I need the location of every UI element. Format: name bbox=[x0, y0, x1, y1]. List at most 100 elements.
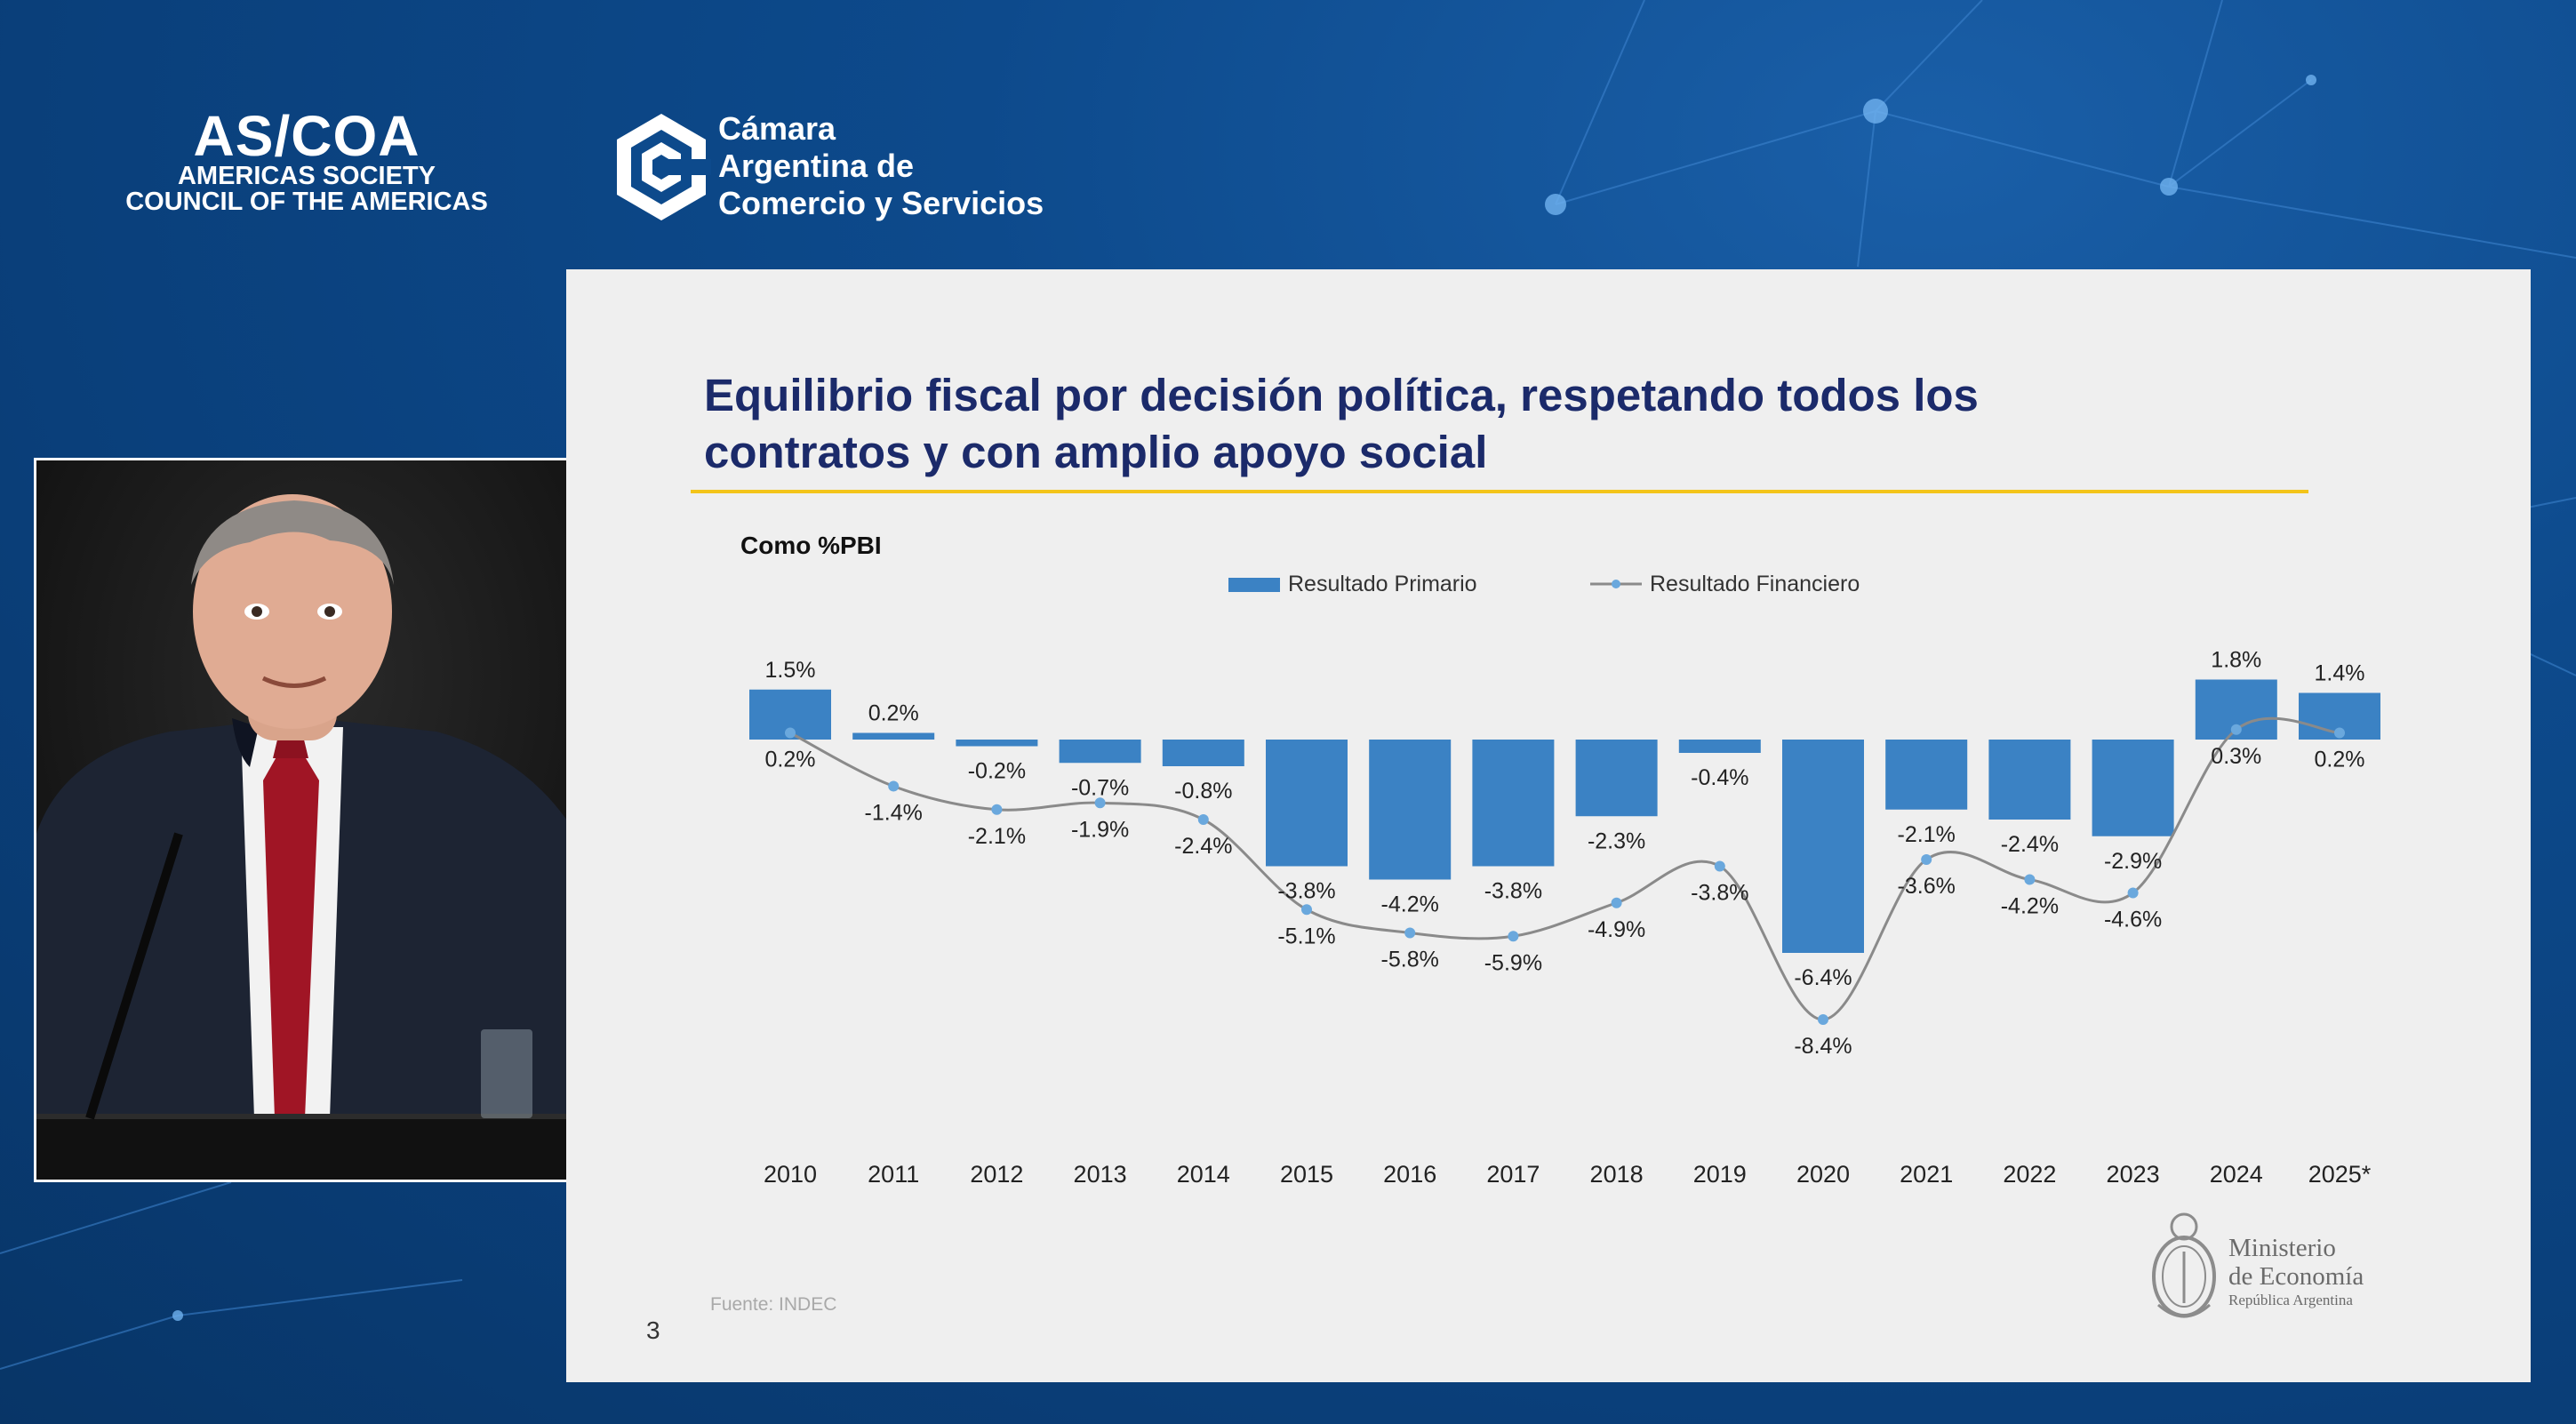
label-primario-2010: 1.5% bbox=[765, 658, 816, 683]
label-primario-2014: -0.8% bbox=[1174, 779, 1232, 804]
point-financiero-2019 bbox=[1714, 860, 1725, 872]
point-financiero-2011 bbox=[888, 780, 900, 792]
point-financiero-2010 bbox=[785, 727, 796, 739]
bar-primario-2018 bbox=[1575, 740, 1658, 817]
bar-primario-2013 bbox=[1059, 740, 1141, 764]
slide-title-line2: contratos y con amplio apoyo social bbox=[704, 427, 1488, 477]
label-primario-2013: -0.7% bbox=[1071, 775, 1129, 800]
coat-of-arms-icon bbox=[2152, 1212, 2216, 1318]
x-tick-2011: 2011 bbox=[868, 1161, 919, 1188]
x-tick-2018: 2018 bbox=[1590, 1161, 1644, 1188]
speaker-image bbox=[36, 460, 598, 1180]
point-financiero-2022 bbox=[2024, 874, 2036, 885]
bar-primario-2023 bbox=[2092, 740, 2174, 836]
ministry-name-line1: Ministerio bbox=[2228, 1234, 2336, 1262]
x-tick-2021: 2021 bbox=[1900, 1161, 1953, 1188]
label-financiero-2021: -3.6% bbox=[1898, 874, 1956, 899]
x-tick-2020: 2020 bbox=[1796, 1161, 1850, 1188]
point-financiero-2018 bbox=[1611, 897, 1622, 908]
x-tick-2017: 2017 bbox=[1486, 1161, 1540, 1188]
label-primario-2012: -0.2% bbox=[968, 759, 1026, 784]
bar-primario-2016 bbox=[1369, 740, 1452, 880]
ministry-country: República Argentina bbox=[2228, 1292, 2353, 1308]
label-primario-2021: -2.1% bbox=[1898, 822, 1956, 847]
bar-primario-2014 bbox=[1162, 740, 1244, 766]
ascoa-logo: AS/COA AMERICAS SOCIETY COUNCIL OF THE A… bbox=[107, 108, 507, 215]
label-financiero-2017: -5.9% bbox=[1484, 950, 1542, 975]
speaker-video-frame bbox=[34, 458, 601, 1182]
label-financiero-2010: 0.2% bbox=[765, 748, 816, 772]
label-financiero-2024: 0.3% bbox=[2211, 744, 2261, 769]
camara-logo: Cámara Argentina de Comercio y Servicios bbox=[612, 110, 1044, 228]
label-financiero-2012: -2.1% bbox=[968, 824, 1026, 849]
slide-title-line1: Equilibrio fiscal por decisión política,… bbox=[704, 370, 1979, 420]
label-primario-2017: -3.8% bbox=[1484, 879, 1542, 904]
label-financiero-2025*: 0.2% bbox=[2315, 748, 2365, 772]
label-primario-2025*: 1.4% bbox=[2315, 661, 2365, 686]
camara-hexagon-icon bbox=[617, 114, 711, 220]
label-primario-2019: -0.4% bbox=[1691, 765, 1748, 790]
bar-primario-2019 bbox=[1678, 740, 1761, 753]
label-financiero-2022: -4.2% bbox=[2001, 894, 2059, 919]
point-financiero-2025* bbox=[2334, 727, 2345, 739]
bar-primario-2011 bbox=[852, 732, 935, 740]
label-financiero-2023: -4.6% bbox=[2104, 908, 2162, 932]
label-primario-2016: -4.2% bbox=[1381, 892, 1439, 917]
point-financiero-2014 bbox=[1197, 814, 1209, 825]
point-financiero-2012 bbox=[991, 804, 1003, 815]
chart-units-label: Como %PBI bbox=[740, 532, 882, 559]
ascoa-logo-line2: COUNCIL OF THE AMERICAS bbox=[125, 188, 488, 216]
label-financiero-2019: -3.8% bbox=[1691, 881, 1748, 906]
bar-primario-2022 bbox=[1988, 740, 2071, 820]
label-primario-2018: -2.3% bbox=[1588, 828, 1645, 853]
bar-primario-2012 bbox=[956, 740, 1038, 747]
x-tick-2016: 2016 bbox=[1383, 1161, 1436, 1188]
legend-marker-financiero bbox=[1612, 580, 1620, 588]
x-tick-2025*: 2025* bbox=[2308, 1161, 2372, 1188]
ministry-name-line2: de Economía bbox=[2228, 1262, 2364, 1291]
point-financiero-2024 bbox=[2230, 724, 2242, 735]
x-tick-2010: 2010 bbox=[764, 1161, 817, 1188]
x-tick-2022: 2022 bbox=[2003, 1161, 2056, 1188]
point-financiero-2013 bbox=[1094, 797, 1106, 809]
presentation-slide: Equilibrio fiscal por decisión política,… bbox=[566, 269, 2531, 1382]
label-primario-2023: -2.9% bbox=[2104, 849, 2162, 874]
x-tick-2012: 2012 bbox=[970, 1161, 1023, 1188]
x-tick-2013: 2013 bbox=[1074, 1161, 1127, 1188]
bar-primario-2017 bbox=[1472, 740, 1555, 867]
title-underline bbox=[691, 490, 2308, 493]
label-financiero-2020: -8.4% bbox=[1794, 1034, 1852, 1059]
source-note: Fuente: INDEC bbox=[710, 1294, 837, 1315]
legend-label-financiero: Resultado Financiero bbox=[1650, 572, 1860, 596]
camara-logo-line3: Comercio y Servicios bbox=[718, 185, 1044, 221]
bar-primario-2021 bbox=[1885, 740, 1968, 810]
label-primario-2022: -2.4% bbox=[2001, 832, 2059, 857]
point-financiero-2017 bbox=[1508, 931, 1519, 942]
point-financiero-2023 bbox=[2127, 887, 2139, 899]
camara-logo-line2: Argentina de bbox=[718, 148, 915, 184]
point-financiero-2020 bbox=[1818, 1014, 1828, 1025]
label-primario-2024: 1.8% bbox=[2211, 648, 2261, 673]
label-financiero-2014: -2.4% bbox=[1174, 834, 1232, 859]
label-primario-2020: -6.4% bbox=[1794, 965, 1852, 990]
bar-primario-2015 bbox=[1266, 740, 1348, 867]
label-financiero-2011: -1.4% bbox=[865, 801, 923, 826]
point-financiero-2016 bbox=[1404, 927, 1416, 939]
x-tick-2014: 2014 bbox=[1177, 1161, 1230, 1188]
ascoa-logo-line1: AMERICAS SOCIETY bbox=[177, 162, 436, 190]
speaker-video bbox=[36, 460, 598, 1180]
ascoa-logo-main: AS/COA bbox=[193, 104, 420, 168]
x-tick-2015: 2015 bbox=[1280, 1161, 1333, 1188]
legend-swatch-primario bbox=[1228, 578, 1280, 592]
label-financiero-2018: -4.9% bbox=[1588, 917, 1645, 942]
point-financiero-2021 bbox=[1921, 854, 1932, 865]
legend-label-primario: Resultado Primario bbox=[1288, 572, 1477, 596]
label-primario-2015: -3.8% bbox=[1277, 879, 1335, 904]
fiscal-result-chart: Resultado Primario Resultado Financiero 1.… bbox=[749, 572, 2380, 1188]
point-financiero-2015 bbox=[1301, 904, 1312, 916]
label-financiero-2016: -5.8% bbox=[1381, 948, 1439, 972]
label-financiero-2015: -5.1% bbox=[1277, 924, 1335, 948]
x-tick-2024: 2024 bbox=[2210, 1161, 2263, 1188]
ministry-logo: Ministerio de Economía República Argenti… bbox=[2144, 1207, 2411, 1340]
page-number: 3 bbox=[646, 1316, 660, 1344]
